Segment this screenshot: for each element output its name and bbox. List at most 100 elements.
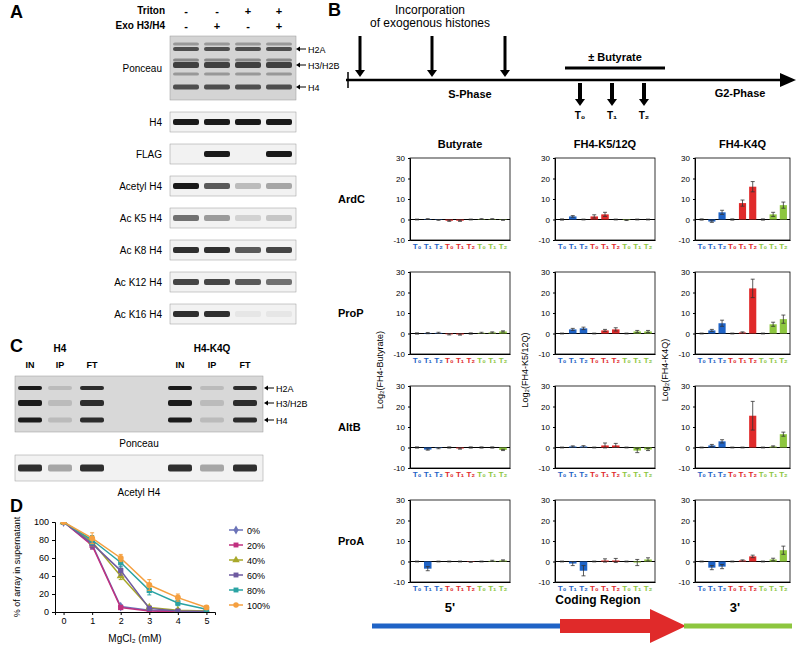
bar-chart: -100102030T₀T₁T₂T₀T₁T₂T₀T₁T₂ <box>678 496 790 593</box>
arrow-shaft <box>431 36 434 71</box>
bar-chart: -100102030T₀T₁T₂T₀T₁T₂T₀T₁T₂ <box>538 496 655 593</box>
bar <box>558 219 566 220</box>
row-label: ProP <box>338 307 364 319</box>
blot-label: Ac K5 H4 <box>120 213 163 224</box>
legend-marker <box>232 556 239 562</box>
bar <box>739 332 746 333</box>
tick-mark <box>693 272 695 273</box>
tick: T₁ <box>769 468 778 479</box>
bar <box>739 560 746 561</box>
tick-mark <box>693 541 695 542</box>
bar <box>644 219 652 220</box>
error-bar <box>501 219 505 221</box>
tick-label: 0 <box>401 330 406 339</box>
tick: -10 <box>393 464 410 473</box>
bar <box>413 219 421 220</box>
error-bar <box>480 218 484 220</box>
tick-label: 30 <box>541 382 550 391</box>
bar-chart: -100102030T₀T₁T₂T₀T₁T₂T₀T₁T₂ <box>678 382 790 479</box>
tick: T₂ <box>467 582 476 593</box>
plot-area <box>60 522 211 612</box>
tick-label: T₁ <box>633 584 642 593</box>
tick: T₀ <box>759 468 768 479</box>
blot-band <box>48 386 72 390</box>
tick-mark <box>52 522 55 523</box>
tick-label: 0 <box>546 558 551 567</box>
error-bar <box>592 447 596 449</box>
plot-area <box>555 212 655 220</box>
blot-band <box>266 59 292 62</box>
blot-band <box>233 386 257 390</box>
tick-mark <box>693 293 695 294</box>
tick: T₁ <box>424 354 433 365</box>
tick-mark <box>149 612 150 615</box>
error-bar <box>426 332 430 333</box>
axis-line <box>52 523 56 613</box>
legend-label: 100% <box>247 601 270 611</box>
tick: T₀ <box>590 240 599 251</box>
error-bar <box>458 334 462 335</box>
plot-frame <box>410 386 510 468</box>
tick: T₀ <box>413 468 422 479</box>
tick-mark <box>693 521 695 522</box>
tick-mark <box>693 199 695 200</box>
series-line <box>64 522 207 612</box>
tick-label: T₀ <box>445 242 454 251</box>
tick-label: 10 <box>681 423 690 432</box>
x-axis: T₀T₁T₂T₀T₁T₂T₀T₁T₂ <box>411 354 511 365</box>
bar <box>424 448 432 450</box>
marker <box>61 522 66 525</box>
blot <box>170 304 296 324</box>
error-bar <box>436 561 440 563</box>
bar-chart: -100102030T₀T₁T₂T₀T₁T₂T₀T₁T₂ <box>393 382 510 479</box>
bar <box>456 334 464 335</box>
bar <box>569 446 577 447</box>
band-arrow <box>267 388 274 389</box>
tick-label: T₀ <box>622 242 631 251</box>
tick: 20 <box>396 289 410 298</box>
tick-mark <box>408 272 410 273</box>
tick: T₂ <box>467 354 476 365</box>
tick-label: T₂ <box>748 356 757 365</box>
blot-band <box>233 465 257 472</box>
tick: T₀ <box>728 582 737 593</box>
tick-mark <box>121 612 122 615</box>
tick-mark <box>553 293 555 294</box>
bar <box>435 447 443 449</box>
blot-band <box>18 418 42 423</box>
tick: 30 <box>541 382 555 391</box>
phase-label: G2-Phase <box>715 87 766 99</box>
tick-mark <box>553 468 555 469</box>
plot-area <box>555 327 655 334</box>
region-3prime <box>684 624 792 629</box>
tick-label: 10 <box>396 537 405 546</box>
tick-label: 0 <box>686 216 691 225</box>
arrow-head <box>355 70 365 77</box>
tick-label: T₁ <box>738 356 747 365</box>
tick-mark <box>553 354 555 355</box>
tick-label: T₂ <box>434 584 443 593</box>
tick-label: T₂ <box>779 356 788 365</box>
blot-band <box>204 151 230 157</box>
error-bar <box>720 440 724 443</box>
tick-label: 20 <box>541 289 550 298</box>
lane-label: IN <box>26 360 35 370</box>
band-arrow <box>267 403 274 404</box>
tick-label: T₂ <box>779 470 788 479</box>
tick-label: T₁ <box>633 242 642 251</box>
tick: T₂ <box>718 354 727 365</box>
axis-line <box>693 273 696 355</box>
tick-label: T₁ <box>601 584 610 593</box>
blot-band <box>235 247 261 253</box>
tick-mark <box>553 448 555 449</box>
blot-band <box>204 183 230 189</box>
tick: T₁ <box>569 468 578 479</box>
marker <box>118 555 124 561</box>
tick-label: 10 <box>681 195 690 204</box>
tick-label: 30 <box>681 496 690 505</box>
tick-label: T₀ <box>590 242 599 251</box>
tick-label: T₀ <box>477 242 486 251</box>
blot-background <box>170 240 296 260</box>
bar <box>759 219 766 220</box>
tick-label: T₂ <box>644 584 653 593</box>
